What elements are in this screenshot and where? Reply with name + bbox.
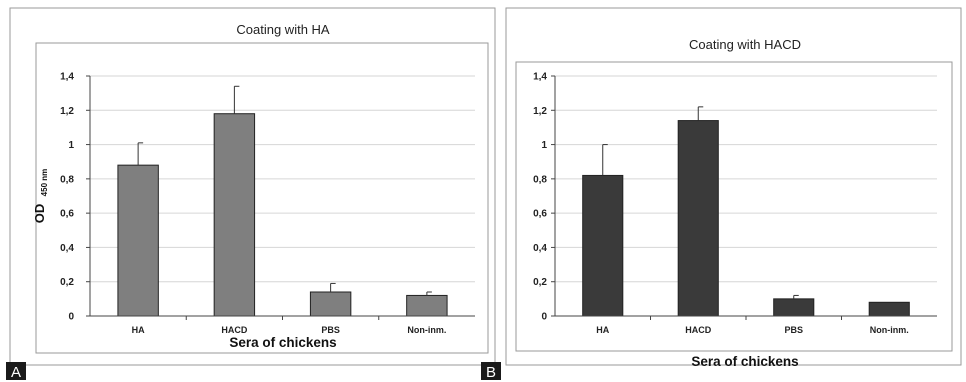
y-tick-label: 1,2 [533, 106, 547, 117]
panel-a-x-categories: HA HACD PBS Non-inm. [132, 316, 446, 335]
panel-a-x-axis-label: Sera of chickens [229, 335, 336, 350]
panel-b-title: Coating with HACD [689, 37, 801, 52]
bar [868, 301, 910, 317]
y-tick-label: 0,6 [533, 209, 547, 220]
panel-a-label: A [11, 364, 21, 381]
panel-b-label: B [486, 364, 496, 381]
x-category-label: PBS [321, 325, 340, 335]
bar [773, 298, 815, 317]
y-tick-label: 0,2 [60, 277, 74, 288]
panel-a-bars [117, 85, 448, 317]
y-tick-label: 0,8 [533, 174, 547, 185]
y-tick-label: 1,4 [533, 72, 547, 83]
x-category-label: HACD [685, 325, 711, 335]
x-category-label: HA [132, 325, 145, 335]
x-category-label: HACD [221, 325, 247, 335]
y-tick-label: 1 [541, 140, 547, 151]
panel-a-label-box [6, 362, 26, 380]
bar [309, 291, 352, 317]
y-axis-label-main: OD [32, 204, 47, 224]
bar [582, 174, 624, 317]
panel-a-y-axis-label: OD 450 nm [31, 169, 49, 224]
y-tick-label: 0,4 [533, 243, 547, 254]
y-tick-label: 0,6 [60, 209, 74, 220]
bar [406, 294, 448, 317]
x-category-label: PBS [784, 325, 803, 335]
panel-b-x-categories: HA HACD PBS Non-inm. [596, 316, 909, 335]
panel-b-x-axis-label: Sera of chickens [691, 354, 798, 369]
y-tick-label: 1 [68, 140, 74, 151]
panel-a-y-ticks: 0 0,2 0,4 0,6 0,8 1 1,2 1,4 [60, 72, 90, 323]
y-tick-label: 0,2 [533, 277, 547, 288]
y-tick-label: 0 [541, 312, 547, 323]
y-axis-label-sub: 450 nm [40, 169, 49, 197]
panel-a: Coating with HA 00,20,40,60,811,21,4 HA H… [6, 7, 496, 381]
y-tick-label: 0,4 [60, 243, 74, 254]
y-tick-label: 0 [68, 312, 74, 323]
y-tick-label: 1,4 [60, 72, 74, 83]
y-tick-label: 1,2 [60, 106, 74, 117]
x-category-label: HA [596, 325, 609, 335]
bar [213, 113, 256, 317]
x-category-label: Non-inm. [407, 325, 446, 335]
y-tick-label: 0,8 [60, 174, 74, 185]
panel-b-y-ticks: 0 0,2 0,4 0,6 0,8 1 1,2 1,4 [533, 72, 555, 323]
panel-b-bars [582, 106, 910, 317]
bar [677, 120, 719, 317]
svg-text:OD 450 nm: OD 450 nm [31, 169, 49, 224]
panel-b-label-box [481, 362, 501, 380]
bar [117, 164, 159, 317]
panel-a-title: Coating with HA [236, 22, 330, 37]
x-category-label: Non-inm. [870, 325, 909, 335]
panel-b: Coating with HACD 0 0,2 0,4 0,6 0,8 1 1,2 1,4 H… [481, 7, 962, 381]
